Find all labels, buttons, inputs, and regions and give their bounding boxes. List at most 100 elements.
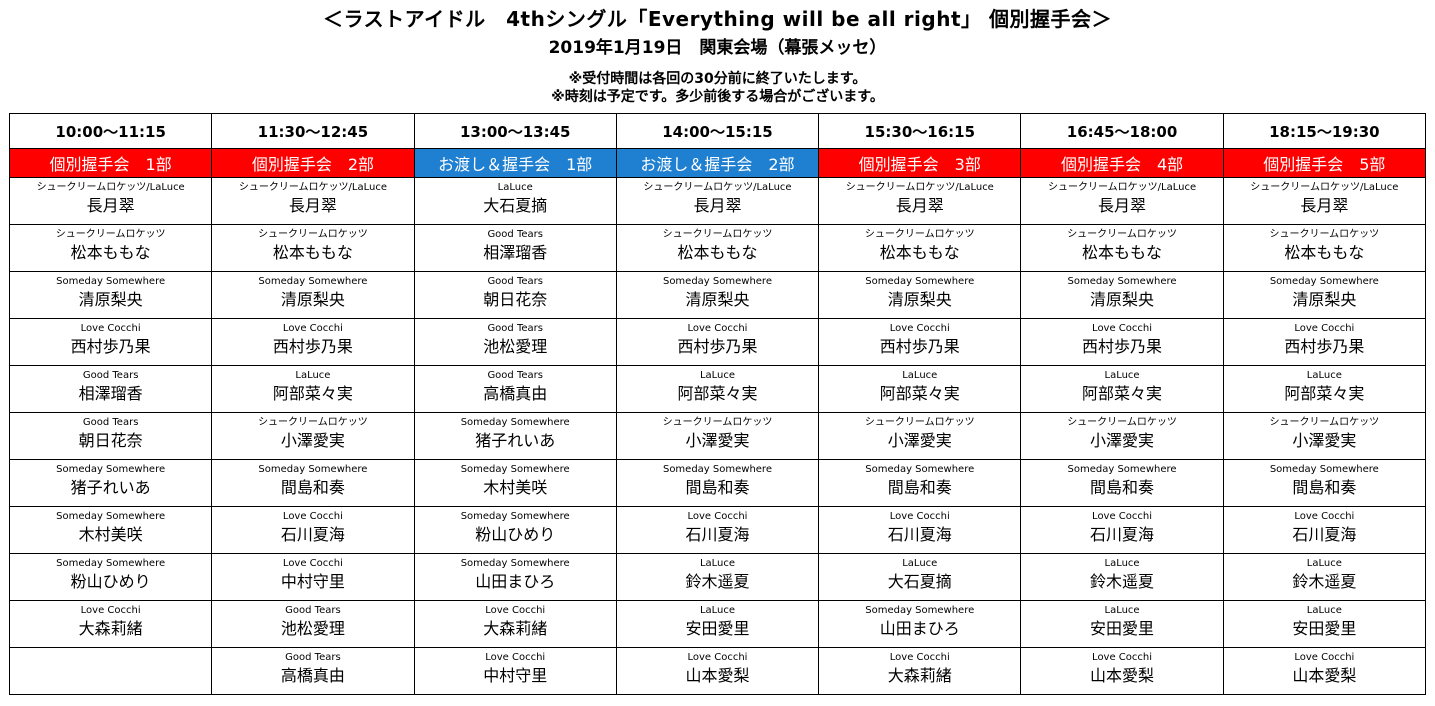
member-group: シュークリームロケッツ [662, 229, 773, 240]
member-cell: Someday Somewhere 木村美咲 [413, 459, 617, 507]
member-name: 間島和奏 [1090, 478, 1155, 497]
member-name: 山本愛梨 [1090, 666, 1155, 685]
member-cell: シュークリームロケッツ/LaLuce 長月翠 [211, 177, 415, 225]
member-name: 石川夏海 [1292, 525, 1357, 544]
member-cell: LaLuce 鈴木遥夏 [615, 553, 820, 601]
member-group: Love Cocchi [282, 323, 343, 334]
session-label: 個別握手会 5部 [1222, 148, 1427, 178]
time-header-row: 10:00〜11:15 11:30〜12:45 13:00〜13:45 14:00〜1… [8, 113, 1427, 149]
time-slot-header: 16:45〜18:00 [1020, 113, 1224, 149]
member-name: 安田愛里 [1292, 619, 1357, 638]
member-cell [8, 647, 213, 695]
member-group: LaLuce [902, 558, 938, 569]
schedule-table: 10:00〜11:15 11:30〜12:45 13:00〜13:45 14:00〜1… [8, 113, 1427, 695]
member-group: シュークリームロケッツ/LaLuce [643, 182, 792, 193]
time-slot-header: 18:15〜19:30 [1222, 113, 1427, 149]
member-table-body: シュークリームロケッツ/LaLuce 長月翠 シュークリームロケッツ/LaLuce 長… [8, 177, 1427, 695]
member-group: Someday Somewhere [1269, 464, 1379, 475]
member-group: Love Cocchi [1294, 652, 1355, 663]
member-name: 長月翠 [86, 196, 135, 215]
member-cell: Someday Somewhere 間島和奏 [1020, 459, 1224, 507]
member-group: Someday Somewhere [258, 276, 368, 287]
member-group: Love Cocchi [1294, 511, 1355, 522]
member-group: Someday Somewhere [460, 464, 570, 475]
member-group: シュークリームロケッツ [1269, 229, 1380, 240]
member-name: 小澤愛実 [1292, 431, 1357, 450]
session-label: 個別握手会 4部 [1020, 148, 1224, 178]
member-name: 松本ももな [879, 243, 960, 262]
member-name: 大石夏摘 [887, 572, 952, 591]
table-row: Someday Somewhere 清原梨央 Someday Somewhere 清原… [8, 271, 1427, 319]
member-group: LaLuce [902, 370, 938, 381]
member-cell: Love Cocchi 西村歩乃果 [615, 318, 820, 366]
member-cell: Love Cocchi 大森莉緒 [8, 600, 213, 648]
member-group: Love Cocchi [282, 511, 343, 522]
member-cell: LaLuce 大石夏摘 [413, 177, 617, 225]
member-cell: Someday Somewhere 間島和奏 [818, 459, 1022, 507]
member-group: Someday Somewhere [865, 605, 975, 616]
member-name: 山本愛梨 [685, 666, 750, 685]
member-name: 山本愛梨 [1292, 666, 1357, 685]
member-name: 相澤瑠香 [78, 384, 143, 403]
member-cell: Good Tears 池松愛理 [211, 600, 415, 648]
member-cell: シュークリームロケッツ/LaLuce 長月翠 [1222, 177, 1427, 225]
member-cell: LaLuce 安田愛里 [615, 600, 820, 648]
member-name: 阿部菜々実 [1284, 384, 1365, 403]
time-slot-header: 10:00〜11:15 [8, 113, 213, 149]
session-label: 個別握手会 3部 [818, 148, 1022, 178]
member-group: Good Tears [285, 652, 341, 663]
member-group: シュークリームロケッツ [258, 417, 368, 428]
member-group: LaLuce [1104, 558, 1140, 569]
member-group: Love Cocchi [1294, 323, 1355, 334]
member-group: Love Cocchi [485, 652, 546, 663]
member-name: 石川夏海 [280, 525, 345, 544]
member-cell: シュークリームロケッツ/LaLuce 長月翠 [8, 177, 213, 225]
member-name: 清原梨央 [887, 290, 952, 309]
member-group: Someday Somewhere [1067, 276, 1177, 287]
table-row: シュークリームロケッツ/LaLuce 長月翠 シュークリームロケッツ/LaLuce 長… [8, 177, 1427, 225]
member-group: Love Cocchi [1092, 511, 1153, 522]
member-name: 松本ももな [70, 243, 151, 262]
member-group: Someday Somewhere [662, 464, 772, 475]
member-cell: Someday Somewhere 間島和奏 [615, 459, 820, 507]
member-group: LaLuce [497, 182, 533, 193]
member-cell: LaLuce 鈴木遥夏 [1020, 553, 1224, 601]
member-group: Love Cocchi [1092, 323, 1153, 334]
member-name: 間島和奏 [280, 478, 345, 497]
member-name: 西村歩乃果 [1082, 337, 1163, 356]
member-name: 松本ももな [1082, 243, 1163, 262]
member-name: 阿部菜々実 [1082, 384, 1163, 403]
member-name: 大森莉緒 [887, 666, 952, 685]
member-group: Good Tears [487, 370, 543, 381]
member-cell: シュークリームロケッツ 小澤愛実 [1020, 412, 1224, 460]
member-group: LaLuce [1306, 605, 1342, 616]
member-group: Good Tears [487, 229, 543, 240]
member-cell: Love Cocchi 西村歩乃果 [818, 318, 1022, 366]
member-cell: Someday Somewhere 清原梨央 [8, 271, 213, 319]
member-cell: Good Tears 高橋真由 [413, 365, 617, 413]
member-name: 相澤瑠香 [483, 243, 548, 262]
member-group: シュークリームロケッツ/LaLuce [36, 182, 185, 193]
member-group: Love Cocchi [80, 323, 141, 334]
member-cell: シュークリームロケッツ 松本ももな [818, 224, 1022, 272]
member-cell: Someday Somewhere 猪子れいあ [413, 412, 617, 460]
member-cell: Love Cocchi 石川夏海 [818, 506, 1022, 554]
member-name: 長月翠 [1300, 196, 1349, 215]
member-name: 清原梨央 [1292, 290, 1357, 309]
member-cell: シュークリームロケッツ 松本ももな [615, 224, 820, 272]
member-group: Love Cocchi [282, 558, 343, 569]
member-name: 中村守里 [483, 666, 548, 685]
member-name: 石川夏海 [1090, 525, 1155, 544]
member-cell: Someday Somewhere 粉山ひめり [8, 553, 213, 601]
member-group: Someday Somewhere [56, 464, 166, 475]
member-cell: Someday Somewhere 清原梨央 [1020, 271, 1224, 319]
member-group: Good Tears [285, 605, 341, 616]
member-name: 石川夏海 [685, 525, 750, 544]
member-group: Love Cocchi [687, 652, 748, 663]
member-name: 鈴木遥夏 [1292, 572, 1357, 591]
member-cell: Love Cocchi 石川夏海 [1222, 506, 1427, 554]
member-group: Someday Somewhere [460, 417, 570, 428]
member-group: Good Tears [487, 276, 543, 287]
member-cell: Good Tears 朝日花奈 [8, 412, 213, 460]
member-name: 間島和奏 [1292, 478, 1357, 497]
